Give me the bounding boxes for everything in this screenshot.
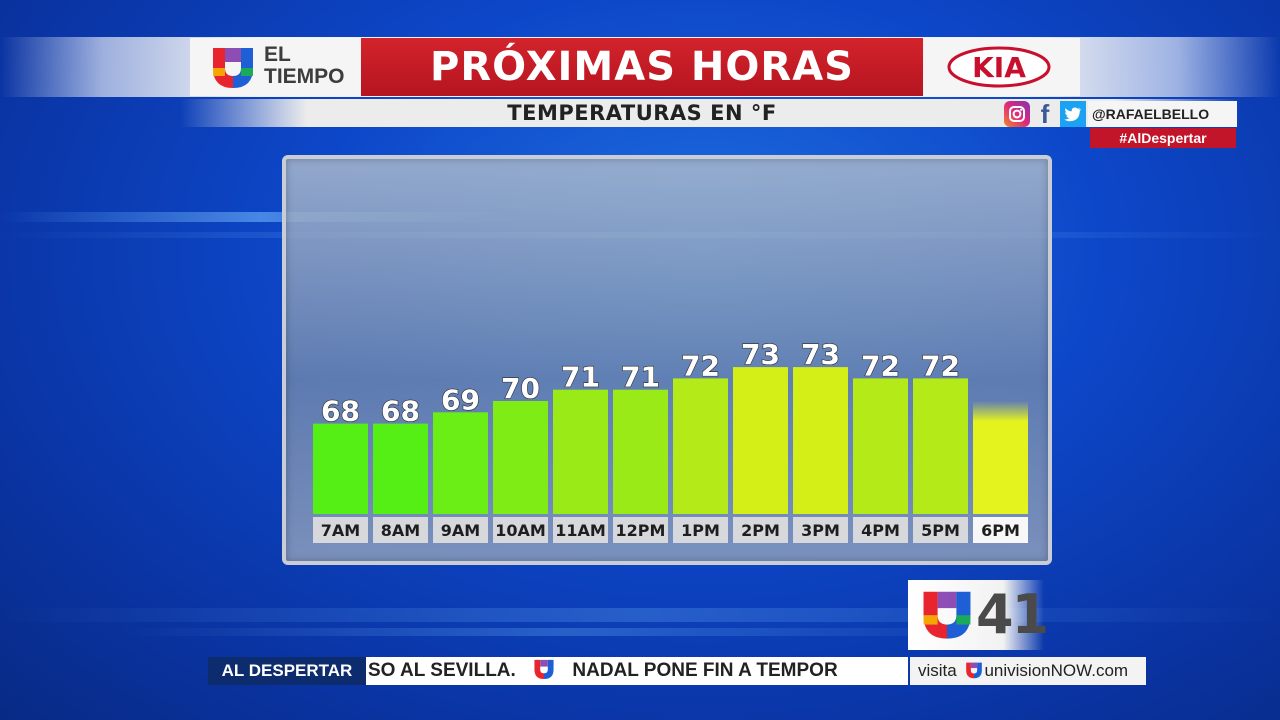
tick-box-3pm	[793, 517, 848, 543]
tick-box-11am	[553, 517, 608, 543]
tick-label-1pm: 1PM	[681, 521, 720, 540]
tick-box-5pm	[913, 517, 968, 543]
el-tiempo-brand: EL TIEMPO	[264, 44, 345, 88]
background-streak	[120, 628, 1020, 636]
twitter-icon	[1060, 101, 1086, 127]
bar-10am	[493, 401, 548, 514]
bar-4pm	[853, 378, 908, 514]
bar-12pm	[613, 389, 668, 514]
value-label-9am: 69	[441, 383, 480, 416]
tick-box-6pm	[973, 517, 1028, 543]
instagram-icon	[1004, 101, 1030, 127]
page-title: PRÓXIMAS HORAS	[361, 38, 923, 96]
tick-box-4pm	[853, 517, 908, 543]
tick-label-8am: 8AM	[381, 521, 420, 540]
value-label-10am: 70	[501, 372, 540, 405]
visit-site: univisionNOW.com	[984, 661, 1129, 680]
tick-label-6pm: 6PM	[981, 521, 1020, 540]
facebook-icon: f	[1040, 98, 1050, 129]
bar-8am	[373, 423, 428, 514]
ticker-headline: NADAL PONE FIN A TEMPOR	[572, 660, 838, 681]
bar-9am	[433, 412, 488, 514]
visit-label: visita	[918, 661, 957, 680]
ticker-label: AL DESPERTAR	[208, 657, 366, 685]
tick-label-12pm: 12PM	[616, 521, 666, 540]
bar-6pm	[973, 401, 1028, 514]
ticker-text: SO AL SEVILLA. NADAL PONE FIN A TEMPOR	[368, 657, 908, 685]
value-label-2pm: 73	[741, 338, 780, 371]
visit-banner: visita univisionNOW.com	[910, 657, 1146, 685]
value-label-3pm: 73	[801, 338, 840, 371]
bar-5pm	[913, 378, 968, 514]
kia-logo-icon: KIA	[947, 46, 1051, 88]
value-label-4pm: 72	[861, 349, 900, 382]
value-label-1pm: 72	[681, 349, 720, 382]
background-streak	[0, 212, 520, 222]
tick-label-9am: 9AM	[441, 521, 480, 540]
social-bar: f @RAFAELBELLO	[1004, 98, 1238, 129]
brand-line-1: EL	[264, 43, 291, 66]
value-label-7am: 68	[321, 395, 360, 428]
univision-logo-icon	[534, 659, 554, 680]
univision-logo-icon	[966, 662, 983, 679]
tick-box-10am	[493, 517, 548, 543]
bar-1pm	[673, 378, 728, 514]
tick-box-1pm	[673, 517, 728, 543]
univision-logo-icon	[213, 48, 253, 88]
tick-box-2pm	[733, 517, 788, 543]
tick-box-9am	[433, 517, 488, 543]
chart-subtitle: TEMPERATURAS EN °F	[507, 101, 777, 125]
tick-box-8am	[373, 517, 428, 543]
ticker-headline: SO AL SEVILLA.	[368, 660, 516, 681]
hashtag-badge: #AlDespertar	[1090, 128, 1236, 148]
social-handle: @RAFAELBELLO	[1088, 101, 1238, 127]
bar-2pm	[733, 367, 788, 514]
tick-label-5pm: 5PM	[921, 521, 960, 540]
value-label-11am: 71	[561, 361, 600, 394]
tick-label-3pm: 3PM	[801, 521, 840, 540]
bar-7am	[313, 423, 368, 514]
value-label-8am: 68	[381, 395, 420, 428]
tick-label-11am: 11AM	[555, 521, 606, 540]
tick-box-7am	[313, 517, 368, 543]
bar-3pm	[793, 367, 848, 514]
sponsor-name: KIA	[972, 51, 1026, 84]
tick-label-4pm: 4PM	[861, 521, 900, 540]
value-label-12pm: 71	[621, 361, 660, 394]
tick-label-7am: 7AM	[321, 521, 360, 540]
bar-11am	[553, 389, 608, 514]
brand-line-2: TIEMPO	[264, 65, 345, 88]
channel-number: 41	[976, 583, 1049, 646]
tick-label-10am: 10AM	[495, 521, 546, 540]
univision-logo-icon	[923, 591, 971, 639]
tick-box-12pm	[613, 517, 668, 543]
value-label-5pm: 72	[921, 349, 960, 382]
tick-label-2pm: 2PM	[741, 521, 780, 540]
